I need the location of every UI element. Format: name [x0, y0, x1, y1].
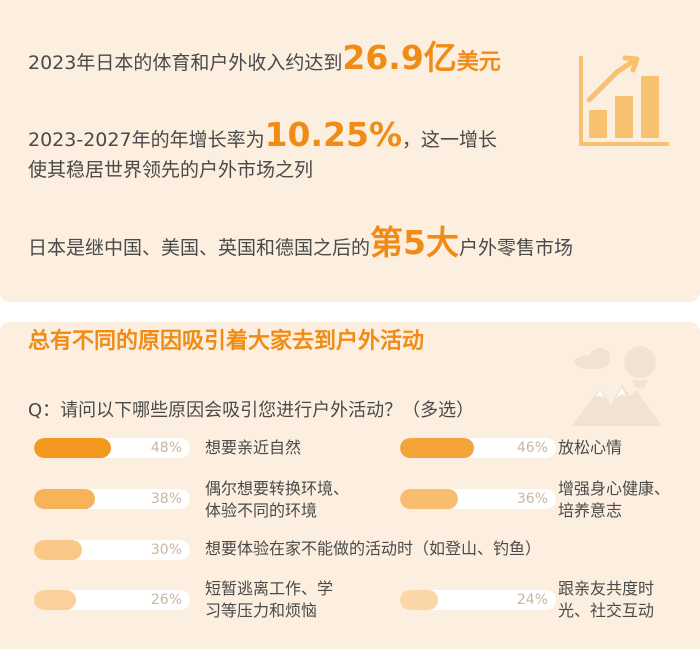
stat-rank-text: 日本是继中国、美国、英国和德国之后的: [28, 237, 371, 259]
bar-value-label-6: 26%: [150, 592, 182, 608]
bar-value-label-2: 46%: [516, 440, 548, 456]
bar-track-7: 24%: [400, 590, 556, 610]
bar-category-line: 增强身心健康、: [558, 479, 671, 498]
bar-fill-3: [34, 489, 95, 509]
bar-track-6: 26%: [34, 590, 190, 610]
bar-category-line: 想要亲近自然: [205, 438, 302, 457]
survey-question: Q：请问以下哪些原因会吸引您进行户外活动？（多选）: [28, 400, 475, 421]
bar-fill-2: [400, 438, 474, 458]
stat-growth: 2023-2027年的年增长率为10.25%，这一增长: [28, 118, 498, 154]
stat-revenue: 2023年日本的体育和户外收入约达到26.9亿美元: [28, 41, 501, 77]
survey-title: 总有不同的原因吸引着大家去到户外活动: [28, 329, 425, 354]
bar-category-line: 培养意志: [558, 501, 623, 520]
bar-track-3: 38%: [34, 489, 190, 509]
stat-rank-value: 第5大: [370, 223, 459, 262]
bar-fill-5: [34, 540, 82, 560]
stat-growth-post: ，这一增长: [402, 129, 498, 151]
stat-growth-text: 2023-2027年的年增长率为: [28, 129, 265, 151]
bar-category-label-2: 放松心情: [558, 437, 622, 459]
bar-category-label-6: 短暂逃离工作、学 习等压力和烦恼: [205, 578, 333, 622]
stat-rank: 日本是继中国、美国、英国和德国之后的第5大户外零售市场: [28, 226, 573, 262]
bar-value-label-3: 38%: [150, 491, 182, 507]
stat-rank-post: 户外零售市场: [458, 237, 573, 259]
stat-revenue-text: 2023年日本的体育和户外收入约达到: [28, 52, 343, 74]
bar-category-label-5: 想要体验在家不能做的活动时（如登山、钓鱼）: [205, 538, 541, 560]
bar-value-label-4: 36%: [516, 491, 548, 507]
bar-track-5: 30%: [34, 540, 190, 560]
bar-fill-1: [34, 438, 111, 458]
bar-category-line: 想要体验在家不能做的活动时（如登山、钓鱼）: [205, 539, 542, 558]
bar-category-line: 放松心情: [558, 438, 623, 457]
bar-fill-7: [400, 590, 438, 610]
bar-fill-6: [34, 590, 76, 610]
bar-track-2: 46%: [400, 438, 556, 458]
stat-growth-line2: 使其稳居世界领先的户外市场之列: [28, 159, 314, 181]
bar-value-label-1: 48%: [150, 440, 182, 456]
bar-track-1: 48%: [34, 438, 190, 458]
bar-category-label-4: 增强身心健康、 培养意志: [558, 478, 670, 522]
stat-revenue-value: 26.9亿: [342, 38, 457, 77]
stat-revenue-unit: 美元: [456, 50, 501, 75]
bar-category-label-1: 想要亲近自然: [205, 437, 301, 459]
bar-value-label-7: 24%: [516, 592, 548, 608]
stats-panel: [0, 0, 700, 302]
bar-value-label-5: 30%: [150, 542, 182, 558]
bar-fill-4: [400, 489, 458, 509]
bar-category-line: 偶尔想要转换环境、: [205, 479, 350, 498]
bar-category-line: 习等压力和烦恼: [205, 601, 318, 620]
bar-track-4: 36%: [400, 489, 556, 509]
bar-category-line: 光、社交互动: [558, 601, 655, 620]
mountain-balloon-icon: [572, 346, 662, 426]
bar-category-line: 体验不同的环境: [205, 501, 318, 520]
bar-chart-growth-icon: [579, 55, 669, 146]
bar-category-label-3: 偶尔想要转换环境、 体验不同的环境: [205, 478, 349, 522]
bar-category-line: 跟亲友共度时: [558, 579, 655, 598]
bar-category-label-7: 跟亲友共度时 光、社交互动: [558, 578, 654, 622]
stat-growth-value: 10.25%: [264, 115, 403, 154]
bar-category-line: 短暂逃离工作、学: [205, 579, 334, 598]
